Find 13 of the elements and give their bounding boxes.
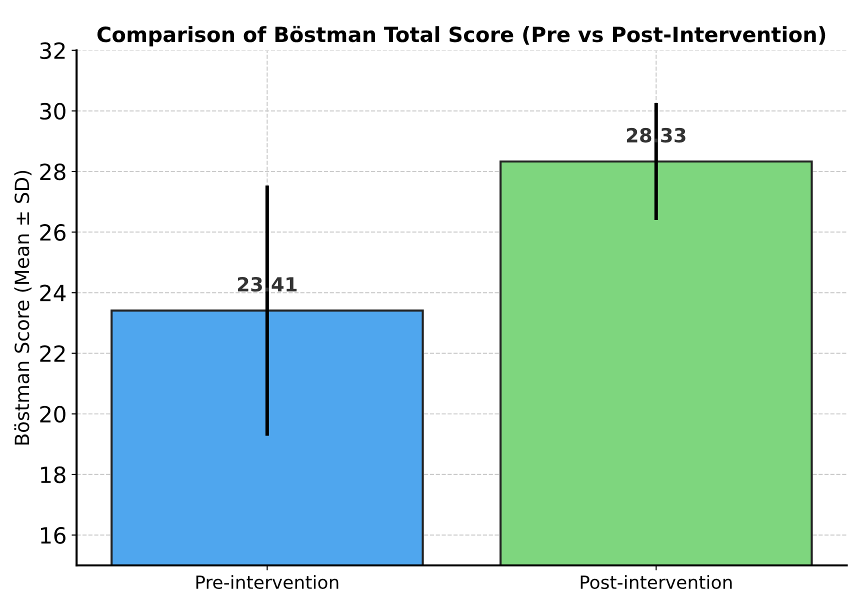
- y-tick-label: 22: [40, 345, 65, 362]
- x-tick-label: Post-intervention: [580, 575, 732, 590]
- y-tick-label: 26: [40, 224, 66, 241]
- chart-title: Comparison of Böstman Total Score (Pre vs Post-Intervention): [97, 26, 826, 46]
- y-tick-label: 28: [40, 163, 66, 180]
- x-tick-label: Pre-intervention: [196, 575, 338, 590]
- y-tick-label: 16: [41, 527, 66, 544]
- y-tick-label: 18: [41, 466, 66, 484]
- y-tick-label: 32: [40, 42, 65, 60]
- y-tick-label: 30: [40, 102, 66, 120]
- y-tick-label: 24: [40, 284, 66, 302]
- y-tick-label: 20: [40, 406, 66, 423]
- y-axis-title: Böstman Score (Mean ± SD): [14, 170, 32, 444]
